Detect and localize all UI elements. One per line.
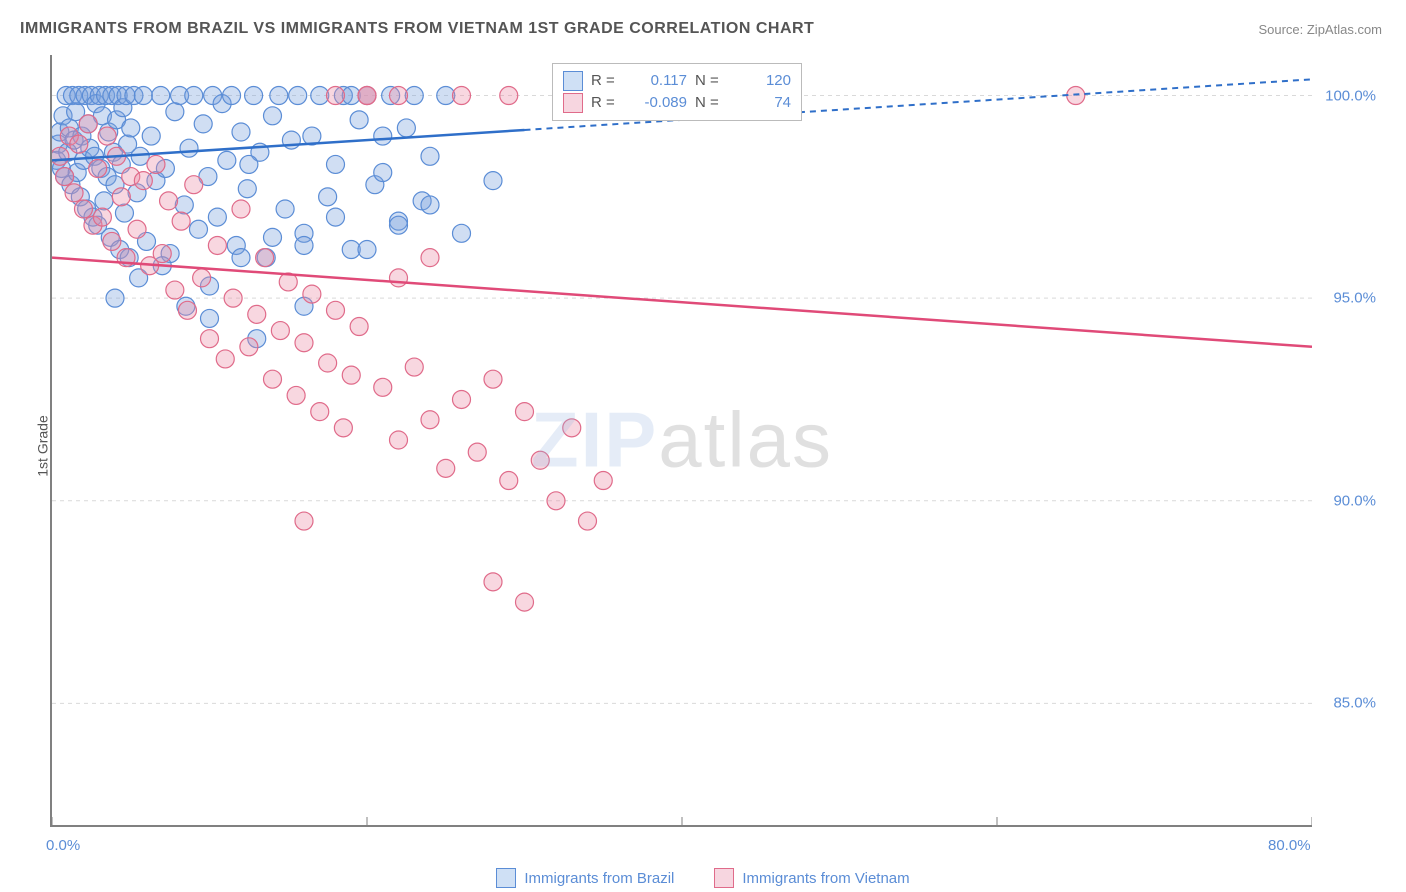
y-tick-label: 85.0%: [1333, 695, 1376, 712]
x-axis-max-label: 80.0%: [1268, 837, 1311, 854]
source-label: Source: ZipAtlas.com: [1258, 22, 1382, 37]
series-name: Immigrants from Vietnam: [742, 870, 909, 887]
legend-swatch: [563, 71, 583, 91]
correlation-legend: R = 0.117 N = 120 R = -0.089 N = 74: [552, 63, 802, 121]
y-axis-label: 1st Grade: [35, 415, 51, 476]
chart-title: IMMIGRANTS FROM BRAZIL VS IMMIGRANTS FRO…: [20, 20, 814, 38]
series-legend-item: Immigrants from Vietnam: [714, 868, 909, 888]
legend-swatch: [714, 868, 734, 888]
legend-r-value: 0.117: [627, 70, 687, 92]
chart-container: IMMIGRANTS FROM BRAZIL VS IMMIGRANTS FRO…: [0, 0, 1406, 892]
plot-svg: [52, 55, 1312, 825]
legend-swatch: [563, 93, 583, 113]
legend-n-label: N =: [695, 92, 723, 114]
y-tick-label: 100.0%: [1325, 87, 1376, 104]
plot-area: ZIPatlas R =0.117N =120R =-0.089N =74: [50, 55, 1312, 827]
series-legend-item: Immigrants from Brazil: [496, 868, 674, 888]
legend-swatch: [496, 868, 516, 888]
correlation-legend-row: R = 0.117 N = 120: [563, 70, 791, 92]
correlation-legend-row: R = -0.089 N = 74: [563, 92, 791, 114]
legend-r-label: R =: [591, 70, 619, 92]
y-tick-label: 95.0%: [1333, 290, 1376, 307]
series-name: Immigrants from Brazil: [524, 870, 674, 887]
y-tick-label: 90.0%: [1333, 492, 1376, 509]
series-legend: Immigrants from Brazil Immigrants from Vi…: [0, 868, 1406, 888]
legend-n-value: 120: [731, 70, 791, 92]
legend-r-label: R =: [591, 92, 619, 114]
x-axis-min-label: 0.0%: [46, 837, 80, 854]
legend-r-value: -0.089: [627, 92, 687, 114]
legend-n-label: N =: [695, 70, 723, 92]
legend-n-value: 74: [731, 92, 791, 114]
